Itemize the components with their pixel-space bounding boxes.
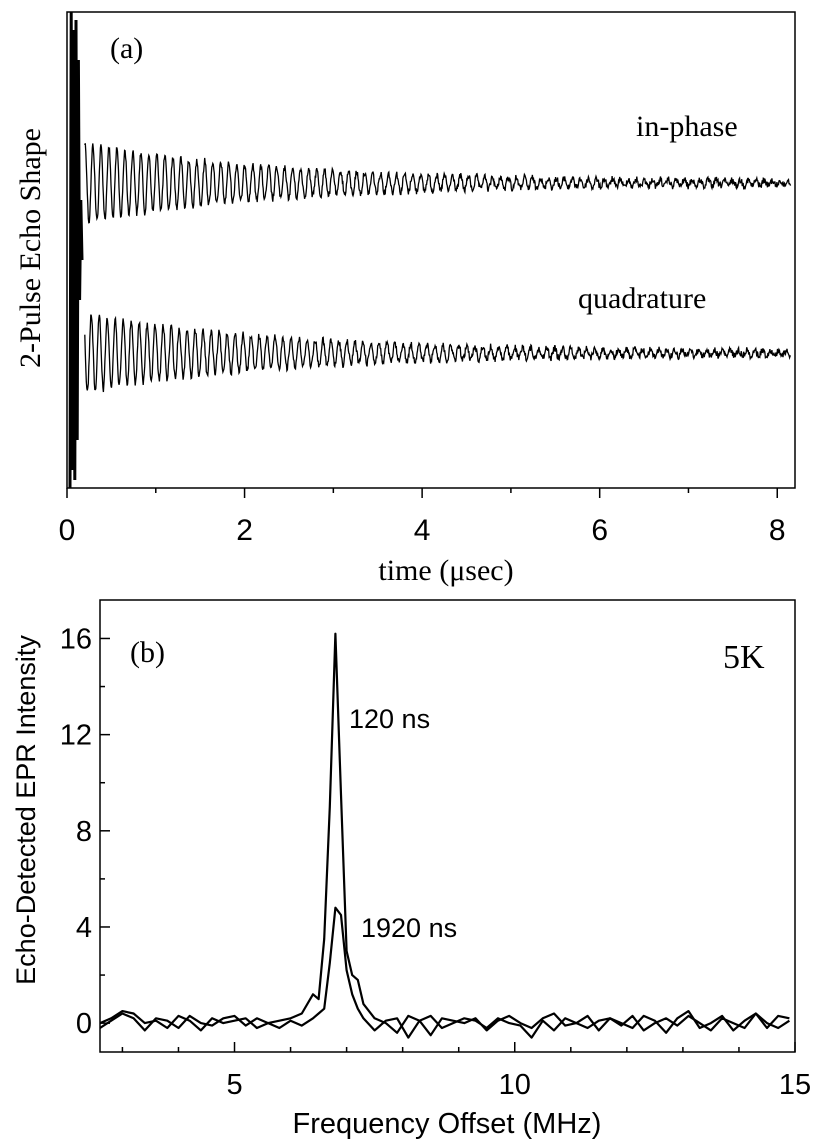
y-tick-label: 8 <box>76 816 92 848</box>
trace-120-ns <box>99 632 790 1037</box>
panel-b-label: (b) <box>130 636 165 669</box>
x-tick-label: 0 <box>59 514 76 547</box>
x-tick-label: 6 <box>591 514 608 547</box>
panel-b-traces <box>99 632 791 1039</box>
x-tick-label: 8 <box>769 514 786 547</box>
series-label-120ns: 120 ns <box>349 704 430 734</box>
x-tick-label: 15 <box>779 1069 811 1101</box>
x-tick-label: 4 <box>414 514 431 547</box>
x-tick-label: 5 <box>226 1069 242 1101</box>
trace-1920-ns <box>99 906 791 1039</box>
panel-a-traces <box>68 11 792 489</box>
panel-a: 0 2 4 6 8 (a) in-phase quadrature time (μsec… <box>14 11 796 587</box>
x-tick-label: 10 <box>499 1069 531 1101</box>
trace-quadrature <box>84 314 792 393</box>
panel-a-label: (a) <box>110 32 143 65</box>
y-tick-label: 12 <box>60 720 92 752</box>
panel-b-ticks: 5 10 15 0 4 8 12 16 <box>60 623 811 1101</box>
series-label-quadrature: quadrature <box>578 282 706 315</box>
panel-b-plot-frame <box>99 599 796 1053</box>
panel-a-x-axis-label: time (μsec) <box>378 554 513 587</box>
y-tick-label: 16 <box>60 623 92 655</box>
x-tick-label: 2 <box>236 514 253 547</box>
panel-b-x-axis-label: Frequency Offset (MHz) <box>293 1108 602 1140</box>
panel-b: 5 10 15 0 4 8 12 16 (b) 5K 120 ns 1920 ns Frequ… <box>11 599 811 1140</box>
panel-a-x-ticks: 0 2 4 6 8 <box>59 488 786 547</box>
panel-b-y-axis-label: Echo-Detected EPR Intensity <box>11 635 41 985</box>
panel-a-y-axis-label: 2-Pulse Echo Shape <box>14 128 47 368</box>
series-label-in-phase: in-phase <box>636 110 738 143</box>
temperature-annotation: 5K <box>723 639 765 676</box>
y-tick-label: 4 <box>76 912 92 944</box>
trace-in-phase <box>84 143 792 224</box>
series-label-1920ns: 1920 ns <box>361 913 457 943</box>
initial-spike <box>68 11 84 489</box>
panel-a-plot-frame <box>66 11 796 489</box>
y-tick-label: 0 <box>76 1008 92 1040</box>
